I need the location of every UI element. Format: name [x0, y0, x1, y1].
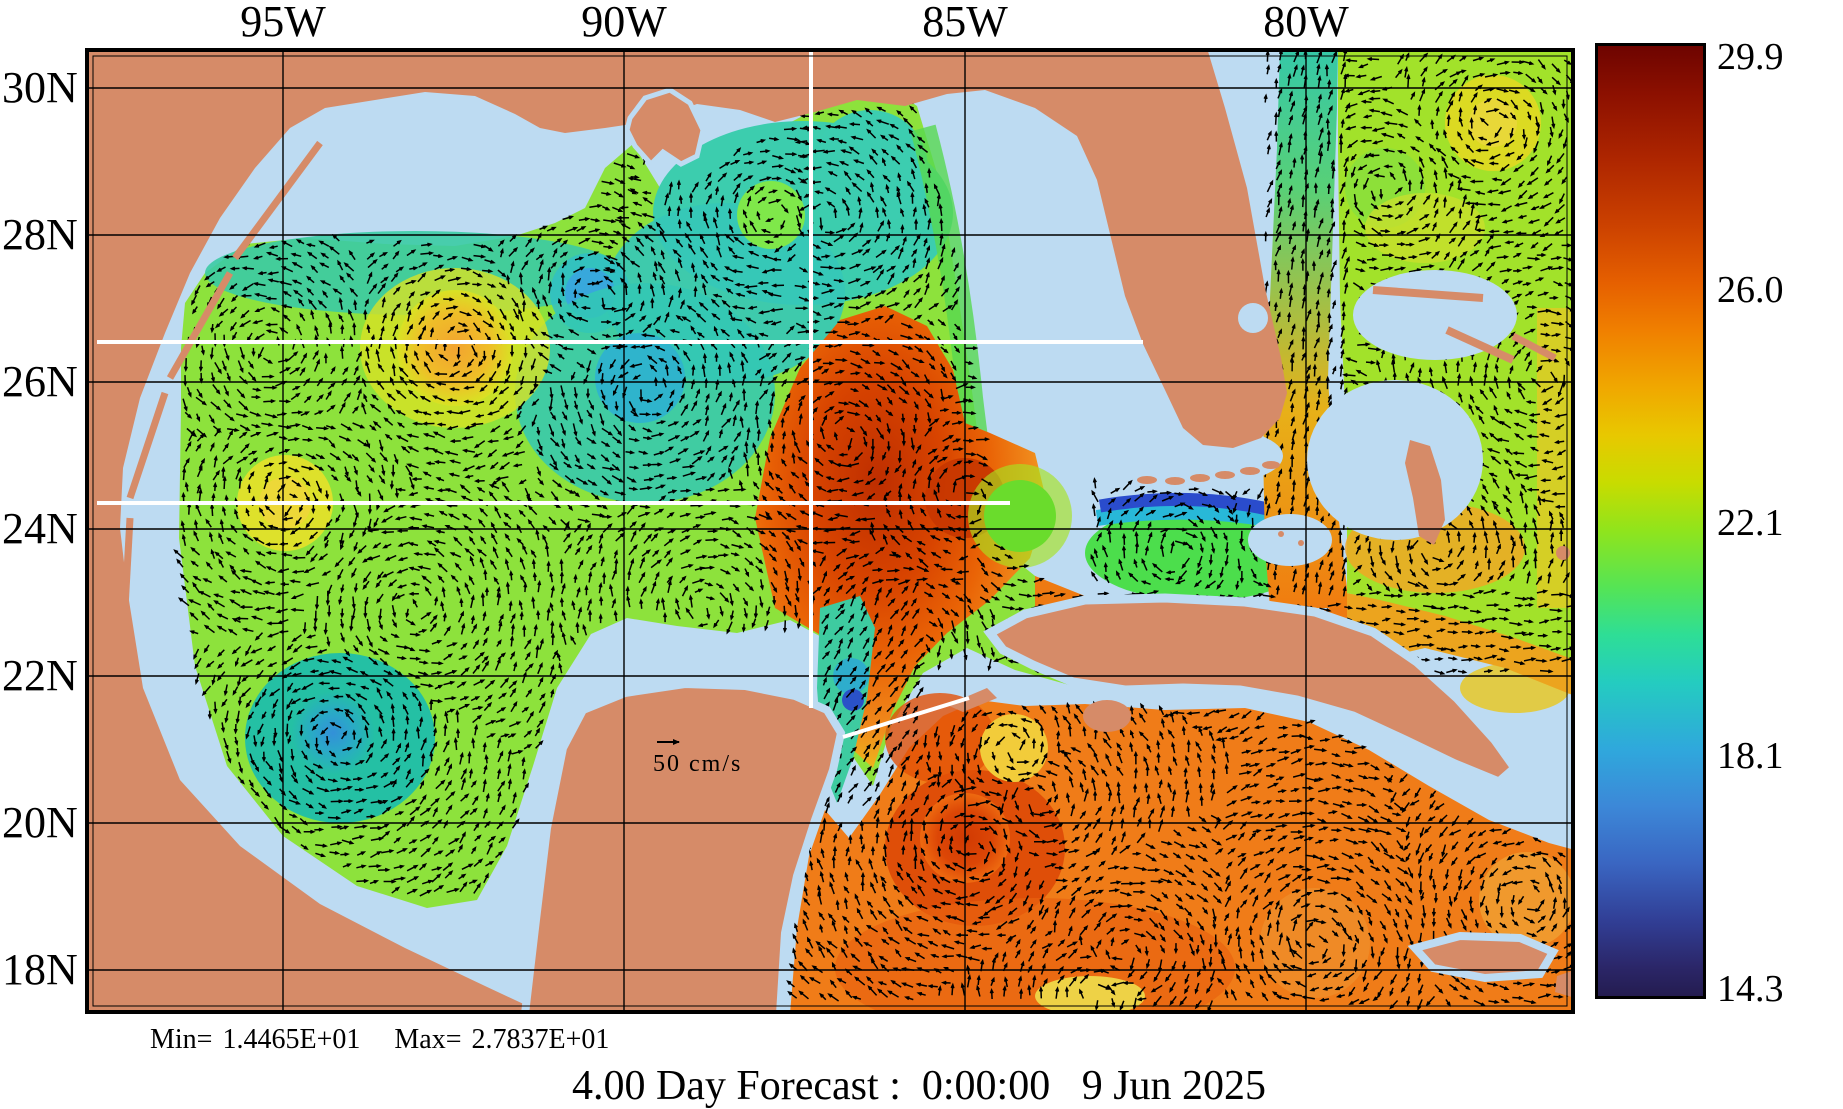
page-title: 4.00 Day Forecast : 0:00:00 9 Jun 2025 [571, 1063, 1267, 1109]
max-value: 2.7837E+01 [471, 1024, 610, 1055]
map-plot [85, 48, 1575, 1014]
lat-tick-label: 30N [2, 63, 78, 112]
colorbar-tick-label: 29.9 [1717, 36, 1784, 78]
lat-tick-label: 28N [2, 210, 78, 259]
scale-label: 50 cm/s [653, 751, 743, 777]
map-frame [85, 48, 1575, 1014]
florida-keys [1137, 461, 1280, 485]
lat-tick-label: 20N [2, 798, 78, 847]
land-mississippi-delta [624, 87, 706, 168]
lat-tick-label: 24N [2, 504, 78, 553]
bahamas-islands [1278, 286, 1570, 560]
colorbar-tick-label: 14.3 [1717, 968, 1784, 1010]
min-label: Min= [150, 1024, 213, 1055]
land-hispaniola-tip [1555, 970, 1575, 998]
lat-tick-label: 22N [2, 651, 78, 700]
land-yucatan [520, 679, 846, 1014]
current-vectors [173, 48, 1575, 1013]
lon-tick-label: 95W [240, 0, 326, 46]
map-frame-inner [92, 55, 1568, 1007]
land-masses [85, 48, 1575, 1014]
field-min-max: Min= 1.4465E+01 Max= 2.7837E+01 [150, 1024, 619, 1056]
vector-scale-reference: 50 cm/s [653, 739, 743, 778]
lat-tick-label: 18N [2, 945, 78, 994]
colorbar-tick-label: 22.1 [1717, 502, 1784, 544]
min-value: 1.4465E+01 [222, 1024, 361, 1055]
scale-arrow-icon [657, 739, 680, 745]
lat-tick-label: 26N [2, 357, 78, 406]
land-jamaica [1407, 931, 1559, 983]
land-cuba-west-tip [947, 688, 997, 712]
temperature-colorbar [1595, 43, 1706, 999]
lake-okeechobee [1238, 303, 1268, 333]
lon-tick-label: 90W [581, 0, 667, 46]
colorbar-tick-label: 26.0 [1717, 269, 1784, 311]
transect-lines [97, 48, 1143, 739]
land-us-mexico [85, 48, 1287, 1014]
colorbar-tick-label: 18.1 [1717, 735, 1784, 777]
graticule [85, 48, 1575, 1014]
lon-tick-label: 80W [1263, 0, 1349, 46]
land-cuba [983, 593, 1522, 788]
land-isle-of-youth [1083, 700, 1131, 732]
max-label: Max= [394, 1024, 462, 1055]
barrier-islands [121, 140, 323, 609]
lon-tick-label: 85W [922, 0, 1008, 46]
